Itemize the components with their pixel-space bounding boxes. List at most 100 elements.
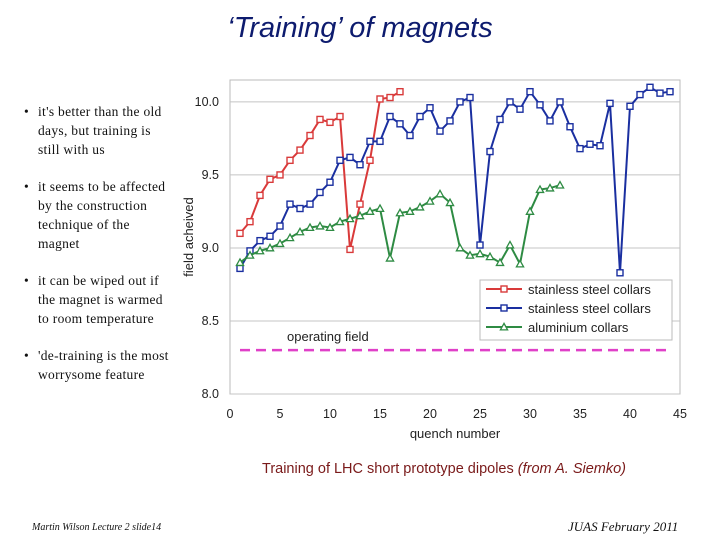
data-point — [285, 232, 295, 242]
data-point — [245, 250, 255, 259]
data-point — [516, 105, 524, 113]
chart-caption: Training of LHC short prototype dipoles … — [262, 461, 626, 477]
legend-label: aluminium collars — [528, 320, 629, 335]
data-point — [336, 156, 344, 165]
footer-date: JUAS February 2011 — [568, 519, 679, 534]
bullet-text: it seems to be affected by the construct… — [38, 179, 166, 251]
x-axis-label: quench number — [410, 426, 501, 441]
y-tick-label: 10.0 — [195, 95, 219, 109]
data-point — [235, 257, 245, 267]
data-point — [356, 200, 364, 208]
data-point — [515, 259, 525, 268]
bullet-dot: • — [24, 104, 30, 119]
legend-item: stainless steel collars — [486, 282, 651, 297]
data-point — [236, 229, 244, 238]
legend-item: aluminium collars — [486, 320, 629, 335]
data-point — [556, 98, 564, 106]
bullet-text: it can be wiped out if the magnet is war… — [38, 273, 163, 326]
data-point — [500, 285, 508, 293]
bullet-dot: • — [24, 273, 30, 288]
data-point — [445, 197, 455, 207]
x-tick-label: 45 — [673, 407, 687, 421]
data-point — [476, 241, 484, 249]
data-point — [266, 175, 274, 184]
bullet-text: it's better than the old days, but train… — [38, 104, 162, 157]
data-point — [416, 112, 424, 121]
caption-source: (from A. Siemko) — [517, 461, 626, 477]
x-tick-label: 5 — [277, 407, 284, 421]
data-point — [315, 221, 325, 230]
data-point — [296, 146, 304, 154]
data-point — [286, 156, 294, 165]
data-point — [376, 95, 384, 103]
y-tick-label: 9.5 — [202, 168, 219, 182]
y-axis-label: field acheived — [181, 197, 196, 277]
data-point — [306, 200, 314, 208]
y-tick-label: 8.5 — [202, 314, 219, 328]
bullet-text: 'de-training is the most worrysome featu… — [38, 348, 169, 382]
data-point — [616, 269, 624, 277]
data-point — [396, 120, 404, 128]
data-point — [466, 93, 474, 102]
data-point — [656, 89, 664, 97]
data-point — [465, 250, 475, 259]
data-point — [376, 137, 384, 146]
data-point — [486, 147, 494, 156]
x-tick-label: 35 — [573, 407, 587, 421]
data-point — [306, 131, 314, 140]
data-point — [576, 144, 584, 153]
data-point — [495, 257, 505, 267]
data-point — [525, 206, 535, 215]
data-point — [276, 171, 284, 179]
data-point — [395, 207, 405, 217]
data-point — [555, 180, 565, 189]
data-series — [235, 83, 674, 277]
data-point — [415, 202, 425, 211]
data-point — [266, 232, 274, 240]
data-point — [425, 196, 435, 205]
data-point — [646, 83, 654, 92]
data-point — [256, 236, 264, 245]
data-point — [606, 99, 614, 108]
x-tick-label: 40 — [623, 407, 637, 421]
data-point — [446, 117, 454, 125]
data-point — [356, 161, 364, 169]
data-point — [545, 183, 555, 192]
bullet-dot: • — [24, 348, 30, 363]
data-point — [505, 240, 515, 249]
data-point — [526, 87, 534, 96]
data-point — [366, 156, 374, 165]
data-point — [336, 112, 344, 121]
data-point — [246, 217, 254, 226]
series-group — [235, 180, 565, 268]
data-point — [256, 191, 264, 200]
data-point — [636, 90, 644, 99]
data-point — [586, 140, 594, 148]
bullet-item: • 'de-training is the most worrysome feat… — [22, 346, 172, 384]
data-point — [385, 253, 395, 262]
data-point — [346, 153, 354, 162]
bullet-item: • it can be wiped out if the magnet is wa… — [22, 271, 172, 328]
data-point — [295, 226, 305, 236]
data-point — [496, 115, 504, 124]
data-point — [316, 188, 324, 197]
chart-legend: stainless steel collars stainless steel c… — [479, 279, 673, 341]
data-point — [546, 117, 554, 125]
footer-author: Martin Wilson Lecture 2 slide14 — [32, 522, 162, 533]
data-point — [566, 123, 574, 131]
caption-main: Training of LHC short prototype dipoles — [262, 461, 518, 477]
slide-title: ‘Training’ of magnets — [227, 12, 493, 44]
y-tick-labels: 8.0 8.5 9.0 9.5 10.0 — [195, 95, 219, 401]
plot-frame — [229, 79, 681, 395]
data-point — [396, 87, 404, 96]
y-tick-label: 9.0 — [202, 241, 219, 255]
bullet-list: • it's better than the old days, but trai… — [22, 102, 172, 402]
data-point — [346, 245, 354, 254]
data-point — [406, 131, 414, 140]
data-point — [535, 184, 545, 194]
x-tick-label: 30 — [523, 407, 537, 421]
data-point — [666, 87, 674, 96]
data-point — [366, 137, 374, 146]
data-point — [355, 210, 365, 220]
